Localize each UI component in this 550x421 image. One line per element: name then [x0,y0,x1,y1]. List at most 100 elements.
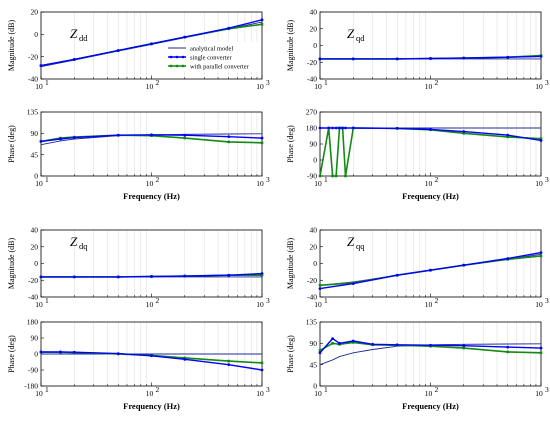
panel-Zqq-magnitude-xtick-exponent: 3 [545,296,549,305]
panel-Zqd-phase-point-single [327,126,331,130]
legend-marker-1 [181,55,185,59]
panel-Zqq-label-main: Z [347,234,355,249]
panel-Zqd-phase-ytick-label: 0 [313,156,317,165]
panel-Zqd-magnitude-point-single [395,57,399,61]
panel-Zqd-magnitude-point-single [318,57,322,61]
panel-Zqq-phase-point-single [539,346,543,350]
panel-Zdd-magnitude-xtick-exponent: 3 [266,78,270,87]
panel-Zqq-magnitude-xtick-label: 10 [425,300,433,309]
panel-Zqq-phase-series-analytical [319,343,542,366]
panel-Zqd-phase-point-single [338,126,341,130]
panel-Zdq-phase-xtick-exponent: 1 [45,385,49,394]
legend-marker-2 [181,64,185,68]
panel-Zdq-phase-point-single [72,350,76,354]
panel-Zqd-magnitude-xtick-exponent: 2 [435,78,439,87]
panel-Zdq-label-main: Z [70,234,78,249]
panel-Zdq-phase-ytick-label: 90 [31,334,39,343]
panel-Zdq-phase-xtick-label: 10 [35,389,43,398]
panel-Zqd-phase-point-single [429,128,432,131]
panel-Zqd-phase-point-parallel [539,137,543,140]
panel-Zdd-magnitude-xtick-exponent: 1 [45,78,49,87]
panel-Zqq-magnitude-point-single [506,257,510,260]
panel-Zqd-phase-point-single [506,133,510,137]
panel-Zqd-phase-xtick-exponent: 3 [545,175,549,184]
panel-Zqq-magnitude-xtick-exponent: 2 [435,296,439,305]
legend-label-2: with parallel converter [190,63,250,70]
panel-Zdq-phase-point-parallel [260,361,264,365]
panel-Zqd-magnitude-xtick-label: 10 [314,82,322,91]
panel-Zdd-phase-ytick-label: 90 [31,129,39,138]
panel-Zdq-phase-xtick-label: 10 [146,389,154,398]
panel-Zqq-magnitude-point-parallel [539,254,543,258]
panel-Zdd-magnitude-point-single [183,35,187,39]
panel-Zdq-magnitude-point-parallel [260,273,264,277]
panel-Zqd-magnitude-xtick-label: 10 [535,82,543,91]
panel-Zqq-phase-point-parallel [331,342,334,345]
panel-Zdd-phase-xtick-label: 10 [35,179,43,188]
panel-Zqq-magnitude-xtick-label: 10 [535,300,543,309]
panel-Zdd-phase-xlabel: Frequency (Hz) [123,191,180,201]
panel-Zdd-magnitude-ytick-label: -40 [28,75,38,84]
panel-Zqq-phase-xtick-label: 10 [314,389,322,398]
panel-Zqd-magnitude-point-single [351,57,355,61]
panel-Zdd-magnitude-xtick-exponent: 2 [156,78,160,87]
panel-Zdd-phase-point-single [183,133,187,137]
panel-Zdd-phase-ylabel: Phase (deg) [7,125,16,163]
panel-Zqd-magnitude-ytick-label: 0 [313,41,317,50]
panel-Zdq-magnitude-ytick-label: -20 [28,276,38,285]
panel-Zdd-magnitude-ylabel: Magnitude (dB) [7,20,16,72]
panel-Zdq-phase-point-single [39,350,43,354]
panel-Zqq-phase-point-parallel [539,351,543,355]
panel-Zqq-phase-ytick-label: 135 [306,318,318,327]
panel-Zdd-phase-xtick-exponent: 2 [156,175,160,184]
panel-Zqq-phase-point-parallel [318,349,322,352]
panel-Zqq-phase-ytick-label: 90 [310,339,318,348]
panel-Zqq-phase-xtick-exponent: 1 [324,385,328,394]
panel-Zdq-phase-ylabel: Phase (deg) [7,335,16,373]
panel-Zdd-magnitude-point-single [227,26,231,30]
panel-Zqd-phase-point-single [341,126,344,130]
panel-Zdq-magnitude-xtick-label: 10 [256,300,264,309]
panel-Zdd-magnitude-point-single [39,64,43,67]
panel-Zqq-phase-point-parallel [506,350,510,354]
panel-Zdq-magnitude-ytick-label: 40 [31,226,39,235]
panel-Zdq-phase-ytick-label: -180 [24,382,38,391]
panel-Zdd-phase-point-single [150,133,153,137]
panel-Zqq-phase-xtick-exponent: 2 [435,385,439,394]
panel-Zqd-phase-ytick-label: -90 [307,172,317,181]
panel-Zdd-magnitude-point-single [150,42,153,46]
panel-Zqd-magnitude-ylabel: Magnitude (dB) [286,20,295,72]
panel-Zqq-magnitude-ytick-label: -20 [307,276,317,285]
panel-Zdq-magnitude-ytick-label: 0 [34,259,38,268]
panel-Zqd-magnitude-ytick-label: 40 [310,8,318,17]
panel-Zdd-phase-ytick-label: 0 [34,172,38,181]
panel-Zdd-phase-point-single [72,136,76,140]
panel-Zqq-phase-ytick-label: 0 [313,382,317,391]
legend-label-0: analytical model [190,45,233,52]
panel-Zdq-magnitude-xtick-label: 10 [35,300,43,309]
panel-Zqd-phase-xtick-label: 10 [314,179,322,188]
panel-Zqq-magnitude-point-parallel [318,283,322,287]
panel-Zqd-phase-point-parallel [344,174,347,178]
panel-Zqq-magnitude-point-single [539,251,543,255]
panel-Zqq-phase-point-single [506,345,510,349]
panel-Zqq-phase-point-single [351,339,355,343]
legend-marker-1 [175,55,179,59]
panel-Zqq-phase-point-single [462,344,466,348]
panel-Zdq-phase-ytick-label: 0 [34,350,38,359]
panel-Zdd-phase-xtick-exponent: 1 [45,175,49,184]
panel-Zdq-phase-point-single [227,363,231,367]
panel-Zdd-phase-point-parallel [227,140,231,144]
panel-Zqd-phase-xtick-exponent: 1 [324,175,328,184]
panel-Zqq-phase-point-parallel [462,346,466,350]
panel-Zdq-magnitude-point-single [116,275,120,279]
panel-Zqd-magnitude-xtick-label: 10 [425,82,433,91]
panel-Zdq-phase-xlabel: Frequency (Hz) [123,401,180,411]
panel-Zqd-phase-point-parallel [506,135,510,139]
panel-Zqq-phase-point-single [318,351,322,355]
panel-Zdq-phase-point-single [150,354,153,358]
panel-Zqq-magnitude-point-single [318,287,322,291]
panel-Zqq-magnitude-ylabel: Magnitude (dB) [286,238,295,290]
panel-Zqd-magnitude-point-single [462,56,466,60]
